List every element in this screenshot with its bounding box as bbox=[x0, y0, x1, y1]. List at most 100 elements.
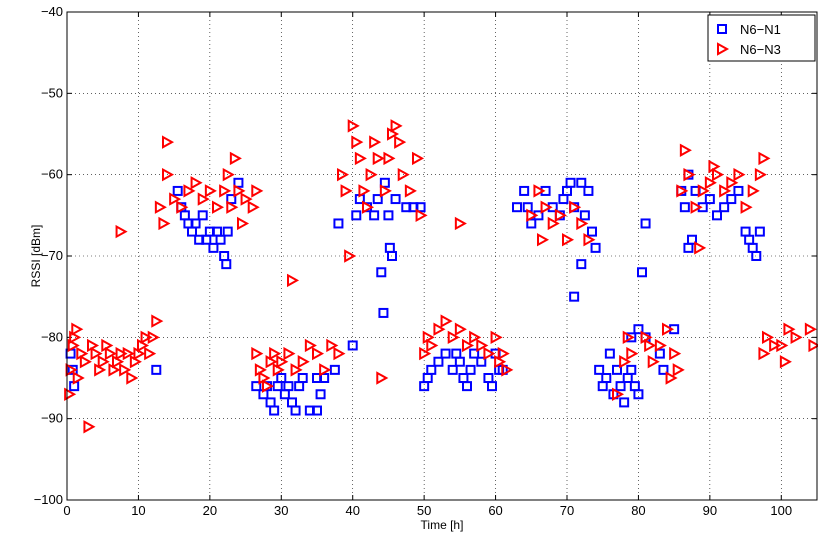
data-point-n6-n3 bbox=[64, 387, 77, 401]
data-point-n6-n3 bbox=[454, 322, 467, 336]
data-point-n6-n3 bbox=[494, 355, 507, 369]
axis-ticks: 0 10 20 30 40 50 60 70 80 90 100 −100 −90 −80 −70 −60 −5… bbox=[34, 4, 817, 518]
data-point-n6-n3 bbox=[690, 200, 703, 214]
data-point-n6-n3 bbox=[779, 355, 792, 369]
data-point-n6-n3 bbox=[115, 224, 128, 239]
data-point-n6-n3 bbox=[83, 420, 96, 434]
data-point-n6-n1 bbox=[279, 389, 290, 400]
data-point-n6-n3 bbox=[569, 200, 582, 214]
data-point-n6-n3 bbox=[379, 184, 392, 198]
data-point-n6-n3 bbox=[87, 338, 100, 353]
data-point-n6-n3 bbox=[137, 338, 150, 353]
data-point-n6-n1 bbox=[751, 251, 762, 261]
data-point-n6-n3 bbox=[347, 119, 360, 133]
data-point-n6-n1 bbox=[726, 194, 737, 205]
data-point-n6-n1 bbox=[172, 185, 183, 196]
y-tick-label: −60 bbox=[41, 167, 63, 182]
data-point-n6-n1 bbox=[462, 381, 472, 392]
data-point-n6-n3 bbox=[662, 322, 675, 336]
data-point-n6-n3 bbox=[769, 338, 782, 353]
data-point-n6-n1 bbox=[633, 324, 644, 335]
data-point-n6-n3 bbox=[237, 216, 250, 231]
data-point-n6-n3 bbox=[540, 200, 553, 214]
x-tick-label: 10 bbox=[131, 503, 145, 518]
data-point-n6-n3 bbox=[647, 355, 660, 369]
data-point-n6-n3 bbox=[337, 167, 350, 182]
data-point-n6-n1 bbox=[458, 373, 469, 383]
data-point-n6-n1 bbox=[383, 210, 394, 221]
data-point-n6-n3 bbox=[758, 346, 771, 361]
data-point-n6-n3 bbox=[67, 338, 80, 353]
data-point-n6-n3 bbox=[119, 363, 132, 377]
data-point-n6-n1 bbox=[601, 373, 612, 383]
data-point-n6-n1 bbox=[372, 194, 383, 205]
x-tick-label: 80 bbox=[631, 503, 645, 518]
data-point-n6-n1 bbox=[319, 373, 330, 383]
data-point-n6-n3 bbox=[365, 167, 378, 182]
data-point-n6-n1 bbox=[626, 364, 637, 375]
data-point-n6-n1 bbox=[483, 373, 494, 383]
data-point-n6-n1 bbox=[433, 356, 444, 367]
x-tick-label: 20 bbox=[203, 503, 217, 518]
data-point-n6-n1 bbox=[597, 381, 608, 392]
data-point-n6-n3 bbox=[290, 363, 303, 377]
x-tick-label: 100 bbox=[770, 503, 792, 518]
data-point-n6-n3 bbox=[262, 379, 275, 393]
data-point-n6-n3 bbox=[619, 355, 632, 369]
data-point-n6-n3 bbox=[704, 176, 717, 190]
data-point-n6-n1 bbox=[347, 340, 358, 351]
data-point-n6-n1 bbox=[415, 202, 426, 213]
data-point-n6-n1 bbox=[287, 397, 297, 408]
data-point-n6-n3 bbox=[612, 387, 625, 401]
data-point-n6-n1 bbox=[265, 397, 276, 408]
data-point-n6-n1 bbox=[233, 177, 244, 188]
data-point-n6-n1 bbox=[151, 364, 162, 375]
data-point-n6-n3 bbox=[654, 338, 667, 353]
data-point-n6-n3 bbox=[808, 338, 818, 353]
data-point-n6-n3 bbox=[126, 371, 139, 385]
data-point-n6-n1 bbox=[276, 373, 287, 383]
data-point-n6-n1 bbox=[747, 242, 758, 253]
x-tick-label: 90 bbox=[703, 503, 717, 518]
data-point-n6-n3 bbox=[712, 167, 725, 182]
data-point-n6-n1 bbox=[426, 364, 437, 375]
data-point-n6-n1 bbox=[222, 226, 233, 237]
data-point-n6-n1 bbox=[447, 364, 458, 375]
data-point-n6-n1 bbox=[712, 210, 722, 221]
data-point-n6-n3 bbox=[254, 363, 267, 377]
data-point-n6-n3 bbox=[537, 233, 550, 247]
data-point-n6-n3 bbox=[154, 200, 167, 214]
data-point-n6-n3 bbox=[90, 346, 103, 361]
data-point-n6-n3 bbox=[326, 338, 339, 353]
data-point-n6-n3 bbox=[547, 216, 560, 231]
data-point-n6-n1 bbox=[179, 210, 190, 221]
data-point-n6-n3 bbox=[233, 184, 246, 198]
data-point-n6-n3 bbox=[462, 338, 475, 353]
data-point-n6-n3 bbox=[719, 184, 732, 198]
x-tick-label: 70 bbox=[560, 503, 574, 518]
data-point-n6-n1 bbox=[622, 373, 633, 383]
data-point-n6-n3 bbox=[162, 135, 175, 149]
data-point-n6-n3 bbox=[708, 159, 721, 174]
data-point-n6-n3 bbox=[583, 233, 596, 247]
data-point-n6-n3 bbox=[122, 346, 135, 361]
x-tick-label: 0 bbox=[63, 503, 70, 518]
legend-label-n6-n3: N6−N3 bbox=[740, 42, 781, 57]
data-point-n6-n3 bbox=[533, 184, 546, 198]
y-tick-label: −50 bbox=[41, 85, 63, 100]
data-point-n6-n3 bbox=[204, 184, 217, 198]
data-point-n6-n3 bbox=[101, 338, 114, 353]
data-point-n6-n3 bbox=[576, 216, 589, 231]
data-point-n6-n1 bbox=[604, 348, 615, 359]
data-point-n6-n1 bbox=[469, 348, 480, 359]
data-point-n6-n3 bbox=[158, 216, 171, 231]
x-tick-label: 60 bbox=[488, 503, 502, 518]
grid-lines bbox=[67, 12, 817, 500]
data-point-n6-n3 bbox=[219, 184, 232, 198]
data-point-n6-n3 bbox=[501, 363, 514, 377]
legend-marker-n6-n3 bbox=[717, 42, 730, 56]
plot-frame bbox=[66, 11, 818, 501]
data-point-n6-n1 bbox=[369, 210, 380, 221]
data-point-n6-n3 bbox=[351, 135, 364, 149]
data-point-n6-n1 bbox=[619, 397, 630, 408]
